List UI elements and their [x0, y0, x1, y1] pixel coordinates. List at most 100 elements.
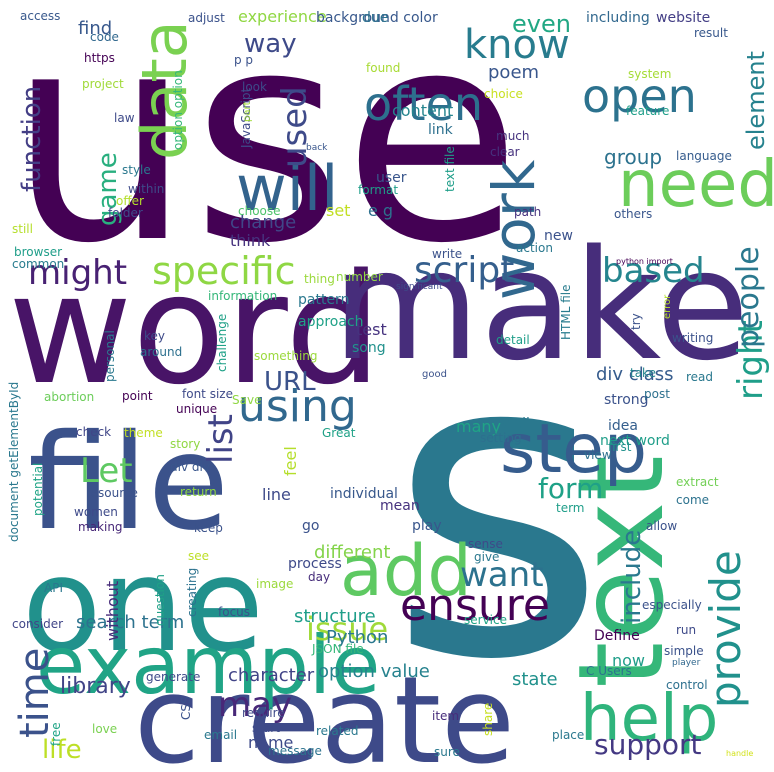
cloud-word-great: Great: [322, 426, 356, 440]
cloud-word-consider: consider: [12, 617, 63, 631]
cloud-word-read: read: [686, 370, 713, 384]
cloud-word-feature: feature: [626, 104, 669, 118]
cloud-word-create: create: [134, 652, 515, 772]
cloud-word-will: will: [236, 152, 338, 225]
cloud-word-character: character: [228, 665, 315, 686]
cloud-word-pattern: pattern: [298, 292, 349, 308]
cloud-word-include: include: [617, 530, 647, 624]
cloud-word-focus: focus: [218, 605, 250, 619]
cloud-word-font-size: font size: [182, 387, 233, 401]
cloud-word-sense: sense: [468, 537, 503, 551]
cloud-word-well: well: [502, 416, 530, 432]
cloud-word-allow: allow: [646, 519, 677, 533]
cloud-word-require: require: [242, 706, 285, 720]
cloud-word-want: want: [460, 555, 544, 595]
cloud-word-option-option: option option: [171, 70, 185, 150]
cloud-word-api: API: [44, 581, 63, 595]
cloud-word-item: item: [432, 709, 459, 723]
cloud-word-resource: resource: [86, 486, 138, 500]
cloud-word-run: run: [676, 623, 696, 637]
cloud-word-result: result: [694, 26, 728, 40]
cloud-word-good: good: [422, 369, 447, 380]
cloud-word-play: play: [412, 518, 442, 534]
cloud-word-return: return: [180, 485, 217, 499]
cloud-word-women: women: [74, 505, 118, 519]
cloud-word-https: https: [84, 51, 115, 65]
cloud-word-style: style: [122, 163, 151, 177]
cloud-word-point: point: [122, 389, 153, 403]
cloud-word-action: action: [516, 241, 553, 255]
cloud-word-try: try: [629, 313, 643, 330]
cloud-word-path: path: [514, 205, 541, 219]
cloud-word-let: Let: [80, 451, 133, 491]
cloud-word-number: number: [336, 270, 383, 284]
cloud-word-common: common: [12, 257, 64, 271]
cloud-word-game: game: [93, 152, 123, 226]
cloud-word-line: line: [262, 485, 291, 504]
cloud-word-creating: creating: [185, 568, 199, 617]
cloud-word-might: might: [28, 253, 127, 293]
cloud-word-poem: poem: [488, 62, 539, 83]
cloud-word-back: back: [306, 143, 328, 153]
cloud-word-library: library: [60, 674, 131, 699]
cloud-word-error: error: [662, 294, 673, 319]
cloud-word-email: email: [204, 728, 237, 742]
cloud-word-law: law: [114, 111, 135, 125]
cloud-word-see: see: [188, 549, 209, 563]
cloud-word-much: much: [496, 129, 530, 143]
cloud-word-free: free: [49, 722, 63, 746]
cloud-word-provide: provide: [701, 550, 750, 708]
cloud-word-access: access: [20, 9, 60, 23]
cloud-word-may: may: [218, 685, 292, 725]
cloud-word-div-class: div class: [596, 364, 673, 385]
cloud-word-open: open: [582, 69, 697, 123]
cloud-word-set: set: [326, 201, 350, 220]
cloud-word-right: right: [731, 320, 771, 400]
cloud-word-others: others: [614, 207, 652, 221]
cloud-word-find: find: [78, 18, 112, 39]
cloud-word-folder: folder: [108, 206, 143, 220]
cloud-word-define: Define: [594, 628, 640, 644]
cloud-word-individual: individual: [330, 486, 398, 502]
cloud-word-image: image: [256, 577, 293, 591]
cloud-word-new: new: [544, 228, 573, 244]
cloud-word-word: word: [8, 241, 382, 418]
cloud-word-python: Python: [326, 627, 388, 648]
cloud-word-next-word: next word: [600, 433, 670, 449]
cloud-word-process: process: [288, 556, 342, 572]
cloud-word-name: name: [248, 733, 293, 752]
cloud-word-mean: mean: [380, 498, 420, 514]
cloud-word-e-g: e g: [368, 201, 393, 220]
cloud-word-data: data: [128, 20, 201, 160]
cloud-word-part: part: [242, 101, 253, 122]
cloud-word-control: control: [666, 678, 708, 692]
cloud-word-service: service: [464, 613, 507, 627]
cloud-word-take: take: [630, 366, 656, 380]
cloud-word-c-users: C Users: [586, 664, 632, 678]
cloud-word-message: message: [268, 744, 322, 758]
cloud-word-especially: especially: [642, 598, 702, 612]
cloud-word-writing: writing: [672, 331, 713, 345]
cloud-word-need: need: [618, 148, 774, 222]
cloud-word-life: life: [42, 735, 82, 765]
cloud-word-work: work: [480, 159, 548, 300]
cloud-word-challenge: challenge: [215, 314, 229, 372]
cloud-word-think: think: [230, 231, 271, 250]
cloud-word-come: come: [676, 493, 709, 507]
cloud-word-python-import: python import: [616, 257, 673, 266]
cloud-word-player: player: [672, 658, 701, 668]
cloud-word-s: s: [388, 263, 607, 752]
cloud-word-test: test: [356, 320, 387, 339]
cloud-word-code: code: [90, 30, 119, 44]
cloud-word-including: including: [586, 10, 650, 26]
cloud-word-check: check: [76, 425, 111, 439]
cloud-word-way: way: [244, 29, 297, 59]
cloud-word-even: even: [512, 10, 571, 38]
cloud-word-generate: generate: [146, 670, 200, 684]
cloud-word-step: step: [500, 410, 647, 489]
cloud-word-question: question: [153, 574, 167, 626]
cloud-word-found: found: [366, 61, 400, 75]
cloud-word-many: many: [456, 417, 501, 436]
